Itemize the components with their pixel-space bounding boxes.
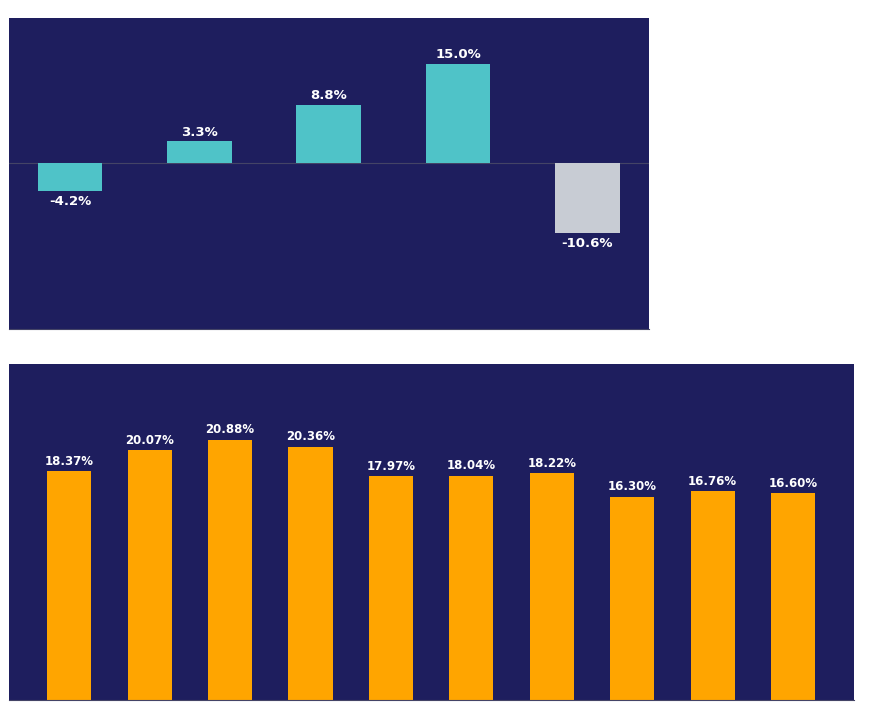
Bar [167, 141, 232, 163]
Bar [771, 493, 815, 700]
Text: 16.30%: 16.30% [608, 481, 657, 493]
Text: 17.97%: 17.97% [367, 460, 415, 473]
Text: 16.60%: 16.60% [768, 477, 818, 490]
Text: 18.37%: 18.37% [44, 455, 94, 468]
Bar [37, 163, 103, 191]
Text: 8.8%: 8.8% [310, 89, 348, 103]
Bar [449, 476, 494, 700]
Bar [530, 473, 574, 700]
Bar [691, 491, 735, 700]
Text: 18.04%: 18.04% [447, 459, 496, 472]
Text: -4.2%: -4.2% [49, 195, 91, 208]
Bar [208, 440, 253, 700]
Text: 15.0%: 15.0% [436, 48, 481, 62]
Bar [47, 472, 91, 700]
Bar [368, 477, 413, 700]
Text: 20.07%: 20.07% [125, 433, 174, 447]
Text: 20.36%: 20.36% [286, 430, 335, 443]
Bar [127, 450, 172, 700]
Text: -10.6%: -10.6% [562, 238, 613, 250]
Text: 20.88%: 20.88% [206, 423, 254, 436]
Bar [555, 163, 620, 233]
Text: 16.76%: 16.76% [688, 474, 737, 488]
Bar [296, 105, 361, 163]
Bar [288, 447, 333, 700]
Bar [610, 497, 654, 700]
Bar [426, 64, 490, 163]
Text: Return on Net Worth: Return on Net Worth [17, 339, 227, 357]
Text: ROE% Comparison (FY2020): ROE% Comparison (FY2020) [15, 0, 299, 11]
Text: 3.3%: 3.3% [181, 126, 218, 139]
Text: 18.22%: 18.22% [527, 457, 577, 469]
